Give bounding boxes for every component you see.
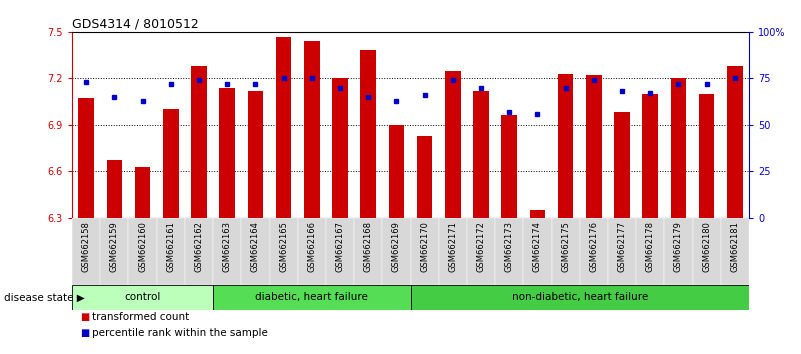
Text: GSM662170: GSM662170 (420, 221, 429, 272)
Bar (241, 218, 269, 285)
Text: GSM662179: GSM662179 (674, 221, 683, 272)
Bar (586, 75, 602, 218)
Text: ■: ■ (80, 328, 90, 338)
Bar (78, 98, 94, 218)
Text: GSM662177: GSM662177 (618, 221, 626, 272)
Bar (248, 91, 264, 218)
Bar (107, 160, 122, 218)
Bar (276, 36, 292, 218)
Bar (219, 88, 235, 218)
Bar (213, 285, 411, 310)
Bar (699, 94, 714, 218)
Bar (445, 70, 461, 218)
Bar (163, 109, 179, 218)
Bar (191, 66, 207, 218)
Bar (664, 218, 693, 285)
Bar (388, 125, 405, 218)
Bar (326, 218, 354, 285)
Bar (636, 218, 664, 285)
Text: GSM662178: GSM662178 (646, 221, 654, 272)
Bar (382, 218, 411, 285)
Text: GSM662167: GSM662167 (336, 221, 344, 272)
Text: GSM662164: GSM662164 (251, 221, 260, 272)
Text: disease state ▶: disease state ▶ (4, 292, 85, 302)
Bar (411, 218, 439, 285)
Text: GSM662165: GSM662165 (279, 221, 288, 272)
Text: GDS4314 / 8010512: GDS4314 / 8010512 (72, 18, 199, 31)
Bar (557, 74, 574, 218)
Text: GSM662180: GSM662180 (702, 221, 711, 272)
Text: GSM662181: GSM662181 (731, 221, 739, 272)
Bar (298, 218, 326, 285)
Text: GSM662172: GSM662172 (477, 221, 485, 272)
Bar (128, 218, 157, 285)
Bar (642, 94, 658, 218)
Bar (157, 218, 185, 285)
Bar (473, 91, 489, 218)
Bar (727, 66, 743, 218)
Bar (304, 41, 320, 218)
Bar (670, 78, 686, 218)
Bar (354, 218, 382, 285)
Bar (72, 285, 213, 310)
Text: diabetic, heart failure: diabetic, heart failure (256, 292, 368, 302)
Text: non-diabetic, heart failure: non-diabetic, heart failure (512, 292, 648, 302)
Text: GSM662173: GSM662173 (505, 221, 513, 272)
Bar (185, 218, 213, 285)
Text: GSM662162: GSM662162 (195, 221, 203, 272)
Text: percentile rank within the sample: percentile rank within the sample (92, 328, 268, 338)
Bar (360, 51, 376, 218)
Bar (608, 218, 636, 285)
Text: GSM662160: GSM662160 (138, 221, 147, 272)
Text: GSM662174: GSM662174 (533, 221, 542, 272)
Text: GSM662176: GSM662176 (590, 221, 598, 272)
Text: ■: ■ (80, 312, 90, 322)
Text: GSM662171: GSM662171 (449, 221, 457, 272)
Bar (332, 78, 348, 218)
Bar (135, 167, 151, 218)
Bar (213, 218, 241, 285)
Text: transformed count: transformed count (92, 312, 189, 322)
Bar (495, 218, 523, 285)
Bar (72, 218, 100, 285)
Bar (693, 218, 721, 285)
Text: GSM662166: GSM662166 (308, 221, 316, 272)
Text: GSM662159: GSM662159 (110, 221, 119, 272)
Bar (523, 218, 552, 285)
Bar (580, 218, 608, 285)
Bar (614, 113, 630, 218)
Text: control: control (124, 292, 161, 302)
Text: GSM662161: GSM662161 (167, 221, 175, 272)
Bar (552, 218, 580, 285)
Bar (439, 218, 467, 285)
Bar (100, 218, 128, 285)
Bar (467, 218, 495, 285)
Bar (417, 136, 433, 218)
Text: GSM662158: GSM662158 (82, 221, 91, 272)
Text: GSM662169: GSM662169 (392, 221, 401, 272)
Text: GSM662163: GSM662163 (223, 221, 231, 272)
Bar (501, 115, 517, 218)
Bar (269, 218, 298, 285)
Text: GSM662168: GSM662168 (364, 221, 372, 272)
Bar (411, 285, 749, 310)
Text: GSM662175: GSM662175 (562, 221, 570, 272)
Bar (721, 218, 749, 285)
Bar (529, 210, 545, 218)
